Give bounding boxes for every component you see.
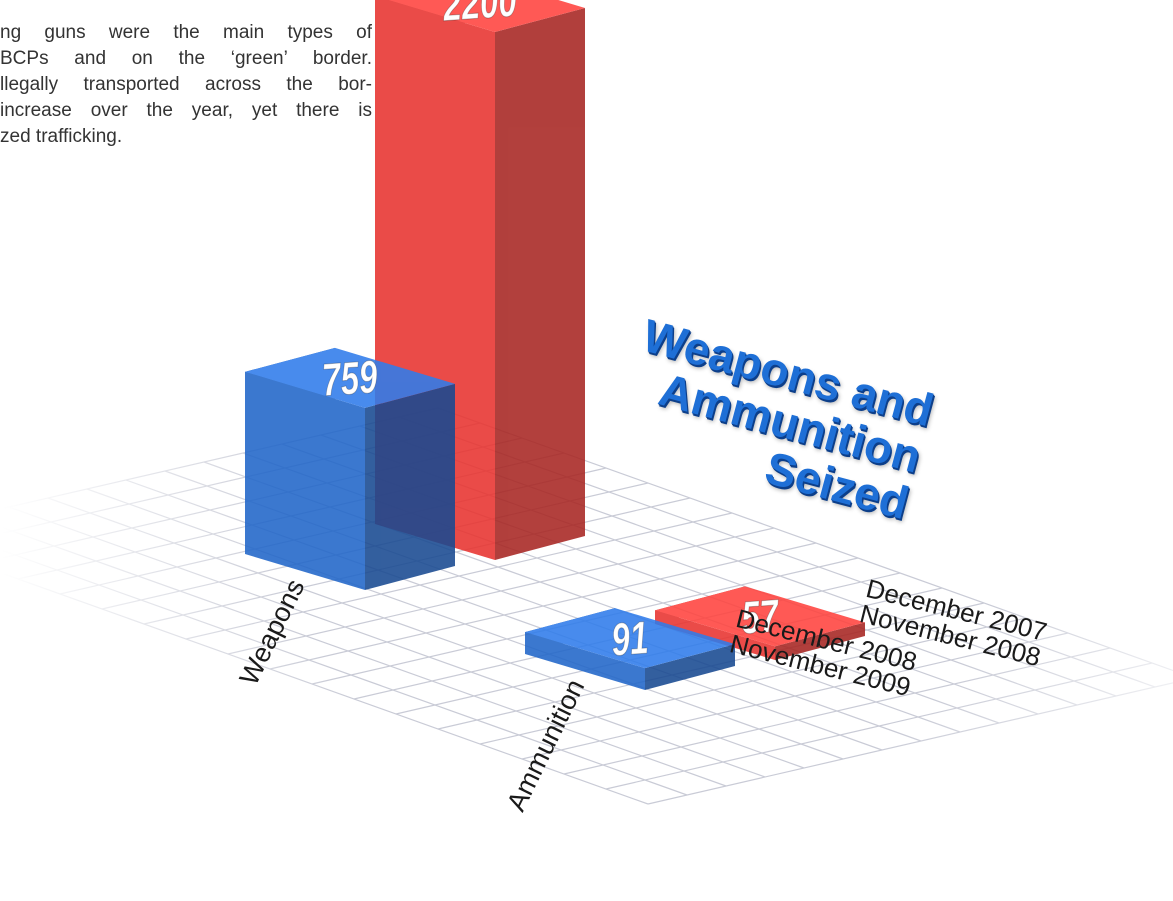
bars: 2200 57 759 91: [245, 0, 865, 690]
paragraph-line: ng guns were the main types of: [0, 22, 372, 43]
bar: [655, 586, 865, 660]
floor-line: [0, 571, 649, 805]
bar-top: [655, 586, 865, 647]
value-label: 57: [740, 591, 782, 644]
paragraph-line: increase over the year, yet there is: [0, 100, 372, 121]
bar-top: [388, 0, 585, 32]
value-label: 759: [320, 352, 379, 406]
bar-front: [525, 632, 645, 690]
value-label: 2200: [440, 0, 518, 31]
bar-top: [525, 608, 735, 669]
bar: [245, 347, 455, 590]
paragraph-line: zed trafficking.: [0, 126, 123, 147]
bar-top: [245, 347, 455, 408]
bar-side: [495, 8, 585, 560]
floor-line: [8, 506, 766, 778]
bar-side: [365, 383, 455, 590]
bar-side: [645, 644, 735, 690]
floor-line: [0, 549, 688, 796]
floor-line: [86, 488, 844, 760]
value-label: 91: [610, 613, 650, 666]
bar: [525, 608, 735, 690]
bar-side: [775, 622, 865, 660]
paragraph-line: BCPs and on the ‘green’ border.: [0, 48, 372, 69]
floor-line: [0, 526, 727, 787]
bar-front: [245, 371, 365, 590]
paragraph-line: llegally transported across the bor-: [0, 74, 372, 95]
category-label: Ammunition: [501, 674, 590, 815]
bar-front: [655, 610, 775, 660]
floor-line: [47, 497, 805, 769]
